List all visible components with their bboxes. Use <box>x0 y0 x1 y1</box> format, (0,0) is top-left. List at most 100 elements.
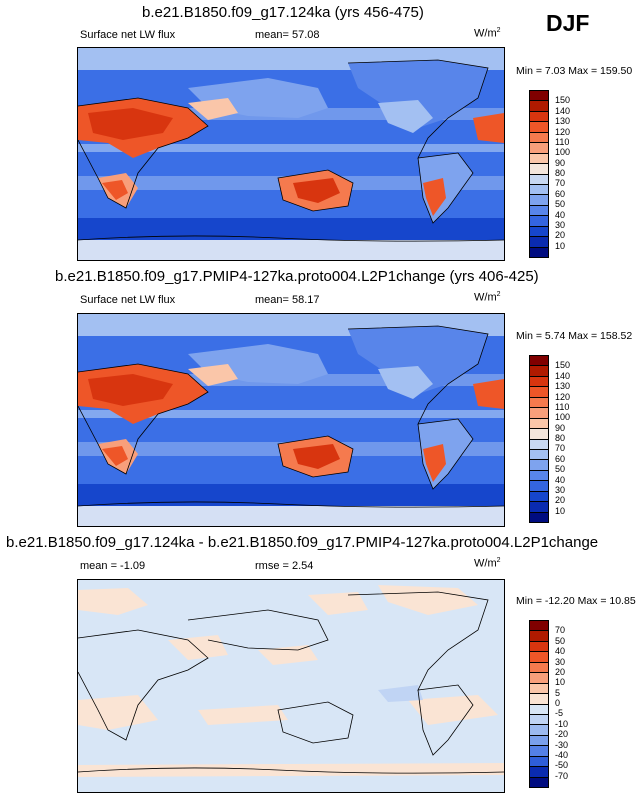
panel3-map-background <box>78 580 504 792</box>
colorbar-tick-label: 110 <box>555 401 570 412</box>
colorbar-tick-label: -5 <box>555 708 564 719</box>
colorbar-tick-label: -20 <box>555 729 569 740</box>
panel2-us-west <box>378 366 433 399</box>
colorbar-swatch <box>530 652 548 663</box>
colorbar-swatch <box>530 247 548 257</box>
panel3-patch-5 <box>258 645 318 665</box>
colorbar-swatch <box>530 725 548 736</box>
colorbar-swatch <box>530 641 548 653</box>
panel1-variable: Surface net LW flux <box>80 29 176 41</box>
panel1-coast-africa <box>78 97 209 209</box>
panel1-sahara-core <box>88 108 173 140</box>
colorbar-tick-label: 150 <box>555 360 571 371</box>
panel2-coast-africa <box>78 363 209 475</box>
colorbar-swatch <box>530 694 548 705</box>
colorbar-swatch <box>530 704 548 715</box>
colorbar-swatch <box>530 673 548 684</box>
colorbar-tick-label: 70 <box>555 625 566 636</box>
panel2-tibet <box>188 364 238 386</box>
panel1-coast-antarctica <box>78 235 504 242</box>
colorbar-swatch <box>530 631 548 642</box>
panel2-variable: Surface net LW flux <box>80 294 176 306</box>
panel2-patagonia <box>423 444 446 482</box>
colorbar-tick-label: 140 <box>555 105 571 116</box>
panel2-colorbar <box>529 355 549 523</box>
colorbar-swatch <box>530 216 548 227</box>
panel3-coast-americas <box>347 591 489 756</box>
colorbar-tick-label: -40 <box>555 749 569 760</box>
colorbar-tick-label: 40 <box>555 209 566 220</box>
colorbar-tick-label: 110 <box>555 136 570 147</box>
panel2-sahara-core <box>88 374 173 406</box>
colorbar-swatch <box>530 418 548 430</box>
panel3-map-svg <box>78 580 504 792</box>
panel2-map-svg <box>78 314 504 526</box>
colorbar-tick-label: 40 <box>555 474 566 485</box>
panel2-itcz-band <box>78 410 504 418</box>
panel3-mean: mean = -1.09 <box>80 560 146 572</box>
colorbar-swatch <box>530 449 548 461</box>
colorbar-tick-label: 50 <box>555 199 566 210</box>
panel2-minmax: Min = 5.74 Max = 158.52 <box>516 330 633 342</box>
colorbar-tick-label: 5 <box>555 687 561 698</box>
panel3-units: W/m2 <box>474 557 501 570</box>
panel2-kalahari <box>102 446 128 466</box>
colorbar-swatch <box>530 481 548 492</box>
colorbar-tick-label: 70 <box>555 178 566 189</box>
colorbar-swatch <box>530 621 548 632</box>
panel2-units: W/m2 <box>474 291 501 304</box>
panel3-patch-7 <box>198 705 288 725</box>
colorbar-tick-label: 70 <box>555 443 566 454</box>
colorbar-swatch <box>530 153 548 165</box>
panel2-coast-australia <box>277 435 354 478</box>
panel1-map-svg <box>78 48 504 260</box>
panel2-map <box>77 313 505 527</box>
colorbar-swatch <box>530 184 548 196</box>
panel3-neg-patch <box>378 685 423 702</box>
colorbar-tick-label: 80 <box>555 168 566 178</box>
colorbar-swatch <box>530 460 548 471</box>
panel3-coast-africa <box>78 629 209 741</box>
colorbar-swatch <box>530 387 548 398</box>
colorbar-swatch <box>530 366 548 377</box>
colorbar-swatch <box>530 756 548 768</box>
colorbar-swatch <box>530 356 548 367</box>
colorbar-tick-label: 30 <box>555 484 566 495</box>
panel2-north-america <box>348 326 488 394</box>
panel1-australia-core <box>293 178 340 203</box>
colorbar-swatch <box>530 164 548 175</box>
panel2-sahara-east-wrap <box>473 379 504 409</box>
panel2-title: b.e21.B1850.f09_g17.PMIP4-127ka.proto004… <box>55 268 539 285</box>
colorbar-swatch <box>530 777 548 787</box>
panel3-minmax: Min = -12.20 Max = 10.85 <box>516 595 636 607</box>
panel3-coast-asia <box>187 609 329 651</box>
panel1-coast-australia <box>277 169 354 212</box>
colorbar-tick-label: 10 <box>555 240 566 251</box>
panel3-patch-1 <box>78 588 148 615</box>
panel1-units: W/m2 <box>474 27 501 40</box>
colorbar-swatch <box>530 226 548 238</box>
colorbar-tick-label: 30 <box>555 219 566 230</box>
colorbar-swatch <box>530 683 548 695</box>
panel1-mean: mean= 57.08 <box>255 29 320 41</box>
colorbar-swatch <box>530 205 548 217</box>
colorbar-tick-label: 130 <box>555 116 571 127</box>
panel1-colorbar <box>529 90 549 258</box>
colorbar-swatch <box>530 408 548 419</box>
colorbar-tick-label: 90 <box>555 422 566 433</box>
colorbar-tick-label: 140 <box>555 370 571 381</box>
colorbar-swatch <box>530 122 548 133</box>
colorbar-tick-label: 50 <box>555 635 566 646</box>
panel1-minmax: Min = 7.03 Max = 159.50 <box>516 65 633 77</box>
colorbar-swatch <box>530 376 548 388</box>
colorbar-tick-label: 20 <box>555 230 566 241</box>
panel1-title: b.e21.B1850.f09_g17.124ka (yrs 456-475) <box>142 4 424 21</box>
colorbar-tick-label: 50 <box>555 464 566 475</box>
colorbar-tick-label: 80 <box>555 433 566 443</box>
panel1-patagonia <box>423 178 446 216</box>
colorbar-swatch <box>530 91 548 102</box>
colorbar-tick-label: 100 <box>555 147 571 158</box>
panel1-us-west <box>378 100 433 133</box>
panel2-mean: mean= 58.17 <box>255 294 320 306</box>
colorbar-tick-label: 10 <box>555 677 566 688</box>
